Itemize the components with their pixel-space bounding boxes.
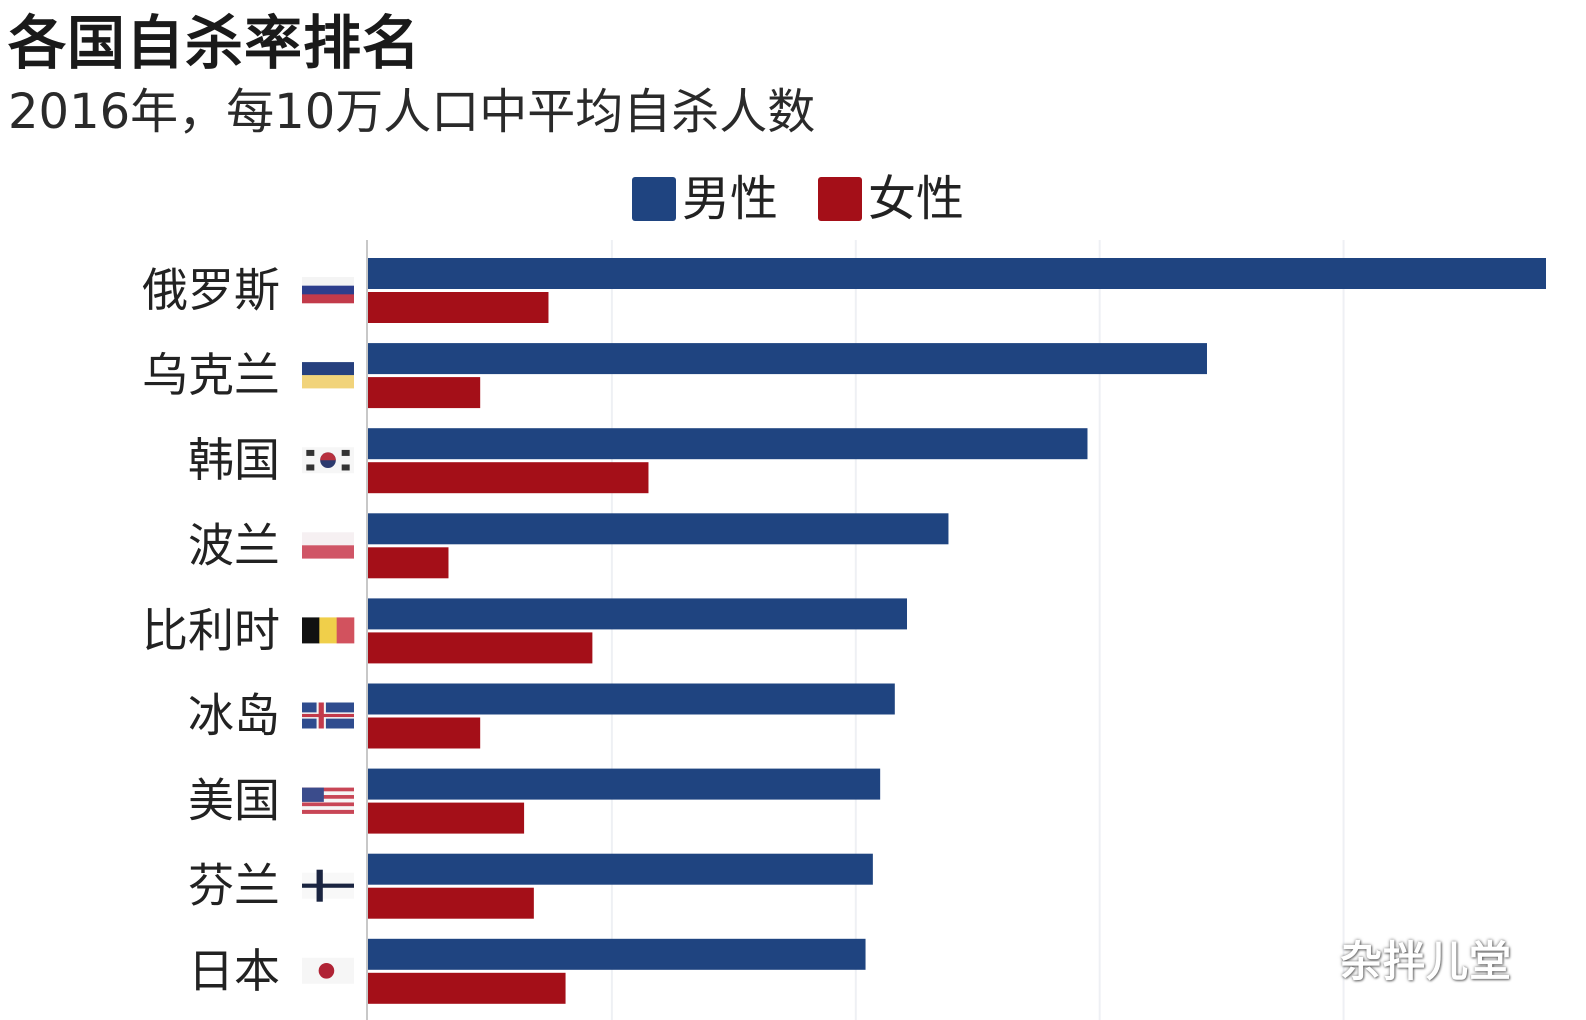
category-label: 俄罗斯: [142, 263, 280, 317]
ukraine-flag-icon: [302, 362, 354, 389]
usa-flag-icon: [302, 787, 354, 814]
bar-female: [368, 632, 593, 664]
bar-male: [368, 768, 881, 800]
legend-label-female: 女性: [868, 171, 965, 227]
chart-subtitle: 2016年，每10万人口中平均自杀人数: [8, 84, 816, 140]
legend-swatch-male: [632, 177, 676, 221]
bar-male: [368, 258, 1546, 289]
category-label: 比利时: [142, 603, 280, 657]
bar-female: [368, 887, 534, 919]
bar-male: [368, 428, 1088, 460]
legend-swatch-female: [818, 177, 863, 221]
bar-female: [368, 802, 525, 834]
bar-male: [368, 853, 873, 885]
category-label: 韩国: [188, 433, 280, 487]
bar-male: [368, 343, 1207, 375]
bar-female: [368, 547, 449, 579]
category-label: 乌克兰: [142, 348, 280, 402]
bar-female: [368, 292, 549, 323]
category-label: 日本: [188, 944, 280, 998]
belgium-flag-icon: [302, 617, 355, 644]
bar-male: [368, 598, 908, 630]
legend-label-male: 男性: [682, 171, 779, 227]
chart-legend: 男性 女性: [632, 168, 1004, 230]
category-label: 美国: [188, 774, 280, 828]
japan-flag-icon: [302, 957, 354, 984]
bar-female: [368, 972, 566, 1004]
chart-title: 各国自杀率排名: [8, 9, 422, 77]
russia-flag-icon: [302, 277, 354, 304]
bar-male: [368, 938, 866, 970]
poland-flag-icon: [302, 532, 354, 559]
south-korea-flag-icon: [302, 447, 354, 474]
bar-female: [368, 462, 649, 494]
bar-female: [368, 377, 481, 409]
category-label: 芬兰: [188, 859, 280, 913]
bar-male: [368, 683, 895, 715]
bar-male: [368, 513, 949, 545]
legend-item-female: 女性: [818, 175, 964, 223]
bar-female: [368, 717, 481, 749]
finland-flag-icon: [302, 869, 354, 902]
legend-item-male: 男性: [632, 175, 778, 223]
category-label: 波兰: [188, 518, 280, 572]
watermark: 杂拌儿堂: [1340, 937, 1513, 986]
category-label: 冰岛: [188, 689, 280, 743]
iceland-flag-icon: [302, 702, 354, 729]
